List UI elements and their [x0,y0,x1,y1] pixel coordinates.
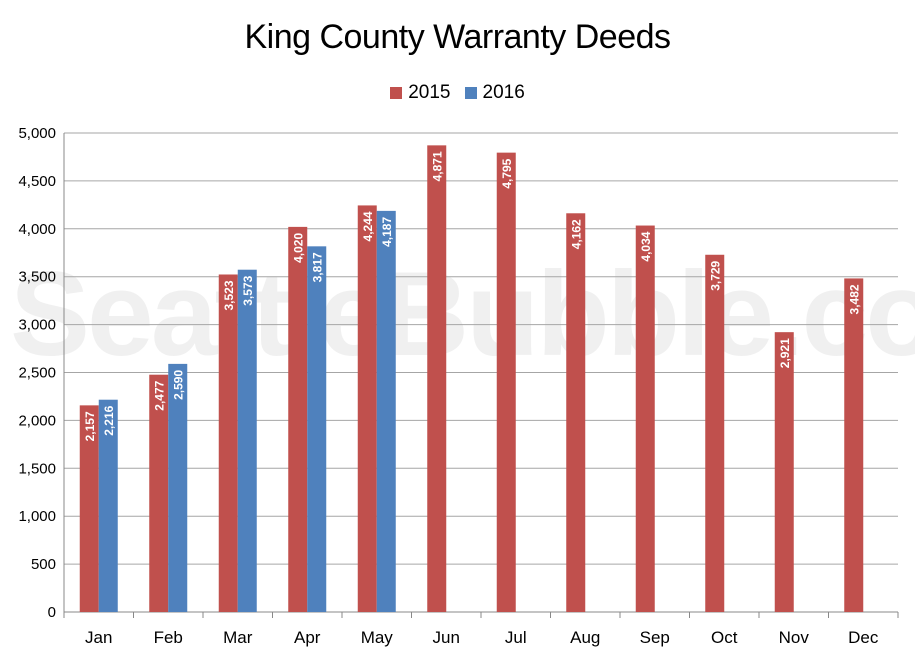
x-tick-label: Nov [779,628,810,647]
y-tick-label: 4,000 [18,221,56,238]
data-label: 3,817 [311,252,325,282]
x-tick-label: Oct [711,628,738,647]
y-tick-label: 0 [48,604,56,621]
legend-label-2016: 2016 [482,82,525,103]
bar-2016 [98,399,118,612]
x-tick-label: Aug [570,628,600,647]
data-label: 2,157 [83,411,97,441]
bar-2016 [376,210,396,612]
bar-2015 [149,374,169,612]
bar-2015 [774,332,794,612]
chart-title: King County Warranty Deeds [244,18,671,56]
data-label: 3,729 [709,260,723,290]
legend-label-2015: 2015 [408,82,451,103]
y-tick-label: 2,500 [18,365,56,382]
data-label: 2,477 [153,380,167,410]
x-tick-label: Jul [505,628,527,647]
y-tick-label: 3,500 [18,269,56,286]
bar-2016 [307,246,327,612]
x-tick-label: May [361,628,394,647]
y-tick-label: 4,500 [18,173,56,190]
bar-2015 [79,405,99,612]
data-label: 4,034 [639,231,653,261]
data-label: 4,795 [500,158,514,188]
legend-swatch-2015 [390,87,403,99]
legend-item-2015: 2015 [390,82,451,104]
y-tick-label: 2,000 [18,412,56,429]
y-tick-label: 1,000 [18,508,56,525]
x-tick-label: Apr [294,628,321,647]
legend-swatch-2016 [464,87,477,99]
bar-2016 [168,363,188,612]
bar-2015 [844,278,864,612]
data-label: 4,871 [431,151,445,181]
bar-2016 [237,269,257,612]
data-label: 3,482 [848,284,862,314]
x-tick-label: Jun [433,628,460,647]
y-tick-label: 500 [31,556,56,573]
bar-2015 [705,254,725,613]
data-label: 4,187 [380,217,394,247]
data-label: 4,244 [361,211,375,241]
x-tick-label: Sep [640,628,670,647]
data-label: 3,523 [222,280,236,310]
bar-2015 [288,226,308,612]
x-tick-label: Mar [223,628,253,647]
data-label: 4,020 [292,233,306,263]
bar-2015 [566,213,586,612]
bar-2015 [496,152,516,612]
data-label: 2,921 [778,338,792,368]
data-label: 2,590 [172,370,186,400]
bar-2015 [427,145,447,612]
data-label: 4,162 [570,219,584,249]
bar-2015 [218,274,238,612]
bar-2015 [357,205,377,612]
y-tick-label: 1,500 [18,460,56,477]
x-tick-label: Jan [85,628,112,647]
x-tick-label: Dec [848,628,879,647]
data-label: 3,573 [241,275,255,305]
data-label: 2,216 [102,405,116,435]
y-tick-label: 5,000 [18,125,56,142]
x-tick-label: Feb [154,628,183,647]
bar-2015 [635,225,655,613]
legend: 2015 2016 [0,82,915,104]
legend-item-2016: 2016 [464,82,525,104]
y-tick-label: 3,000 [18,317,56,334]
